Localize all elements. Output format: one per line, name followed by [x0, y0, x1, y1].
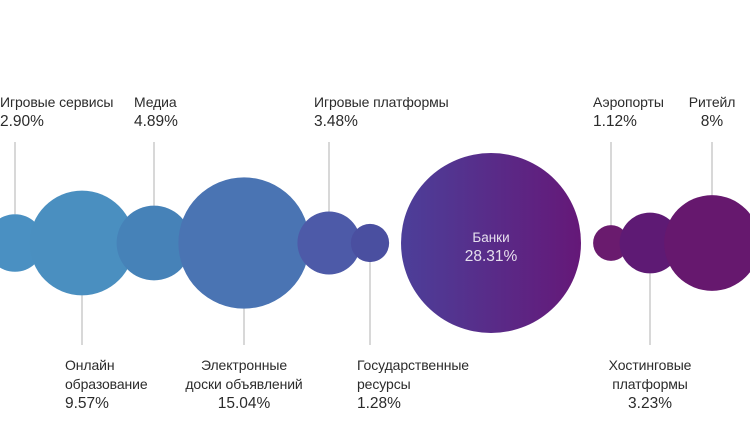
label-2: Онлайн образование 9.57% [65, 356, 148, 413]
bubble-8 [593, 225, 629, 261]
category-label: Игровые платформы [314, 94, 449, 110]
value-label: 9.57% [65, 395, 109, 412]
value-label: 3.48% [314, 113, 358, 130]
category-label: Медиа [134, 94, 177, 110]
bubble-2 [29, 190, 135, 296]
category-label: Государственные [357, 357, 469, 373]
category-label: Банки [472, 230, 510, 245]
label-10: Ритейл 8% [689, 93, 736, 131]
label-5: Игровые платформы 3.48% [314, 93, 449, 131]
category-label: ресурсы [357, 376, 411, 392]
category-label: Хостинговые [608, 357, 692, 373]
category-label: Аэропорты [593, 94, 664, 110]
bubble-10 [664, 195, 750, 291]
value-label: 2.90% [0, 113, 44, 130]
category-label: Игровые сервисы [0, 94, 114, 110]
bubble-6 [350, 223, 390, 263]
bubble-5 [297, 211, 361, 275]
value-label: 15.04% [217, 395, 271, 412]
category-label: платформы [612, 376, 688, 392]
bubble-3 [116, 205, 192, 281]
category-label: Онлайн [65, 357, 115, 373]
label-1: Игровые сервисы 2.90% [0, 93, 113, 131]
value-label: 8% [700, 113, 724, 130]
value-label: 1.28% [357, 395, 401, 412]
value-label: 4.89% [134, 113, 178, 130]
bubble-4 [178, 177, 310, 309]
value-label: 1.12% [593, 113, 637, 130]
label-4: Электронные доски объявлений 15.04% [185, 356, 302, 413]
category-label: образование [65, 376, 148, 392]
category-label: Электронные [200, 357, 288, 373]
bubble-9 [619, 212, 681, 274]
label-6: Государственные ресурсы 1.28% [357, 356, 469, 413]
value-label: 3.23% [628, 395, 672, 412]
label-7: Банки 28.31% [465, 228, 518, 266]
bubble-7 [401, 153, 581, 333]
label-9: Хостинговые платформы 3.23% [609, 356, 692, 413]
label-3: Медиа 4.89% [134, 93, 178, 131]
category-label: Ритейл [688, 94, 736, 110]
label-8: Аэропорты 1.12% [593, 93, 664, 131]
value-label: 28.31% [464, 248, 518, 265]
category-label: доски объявлений [185, 376, 303, 392]
